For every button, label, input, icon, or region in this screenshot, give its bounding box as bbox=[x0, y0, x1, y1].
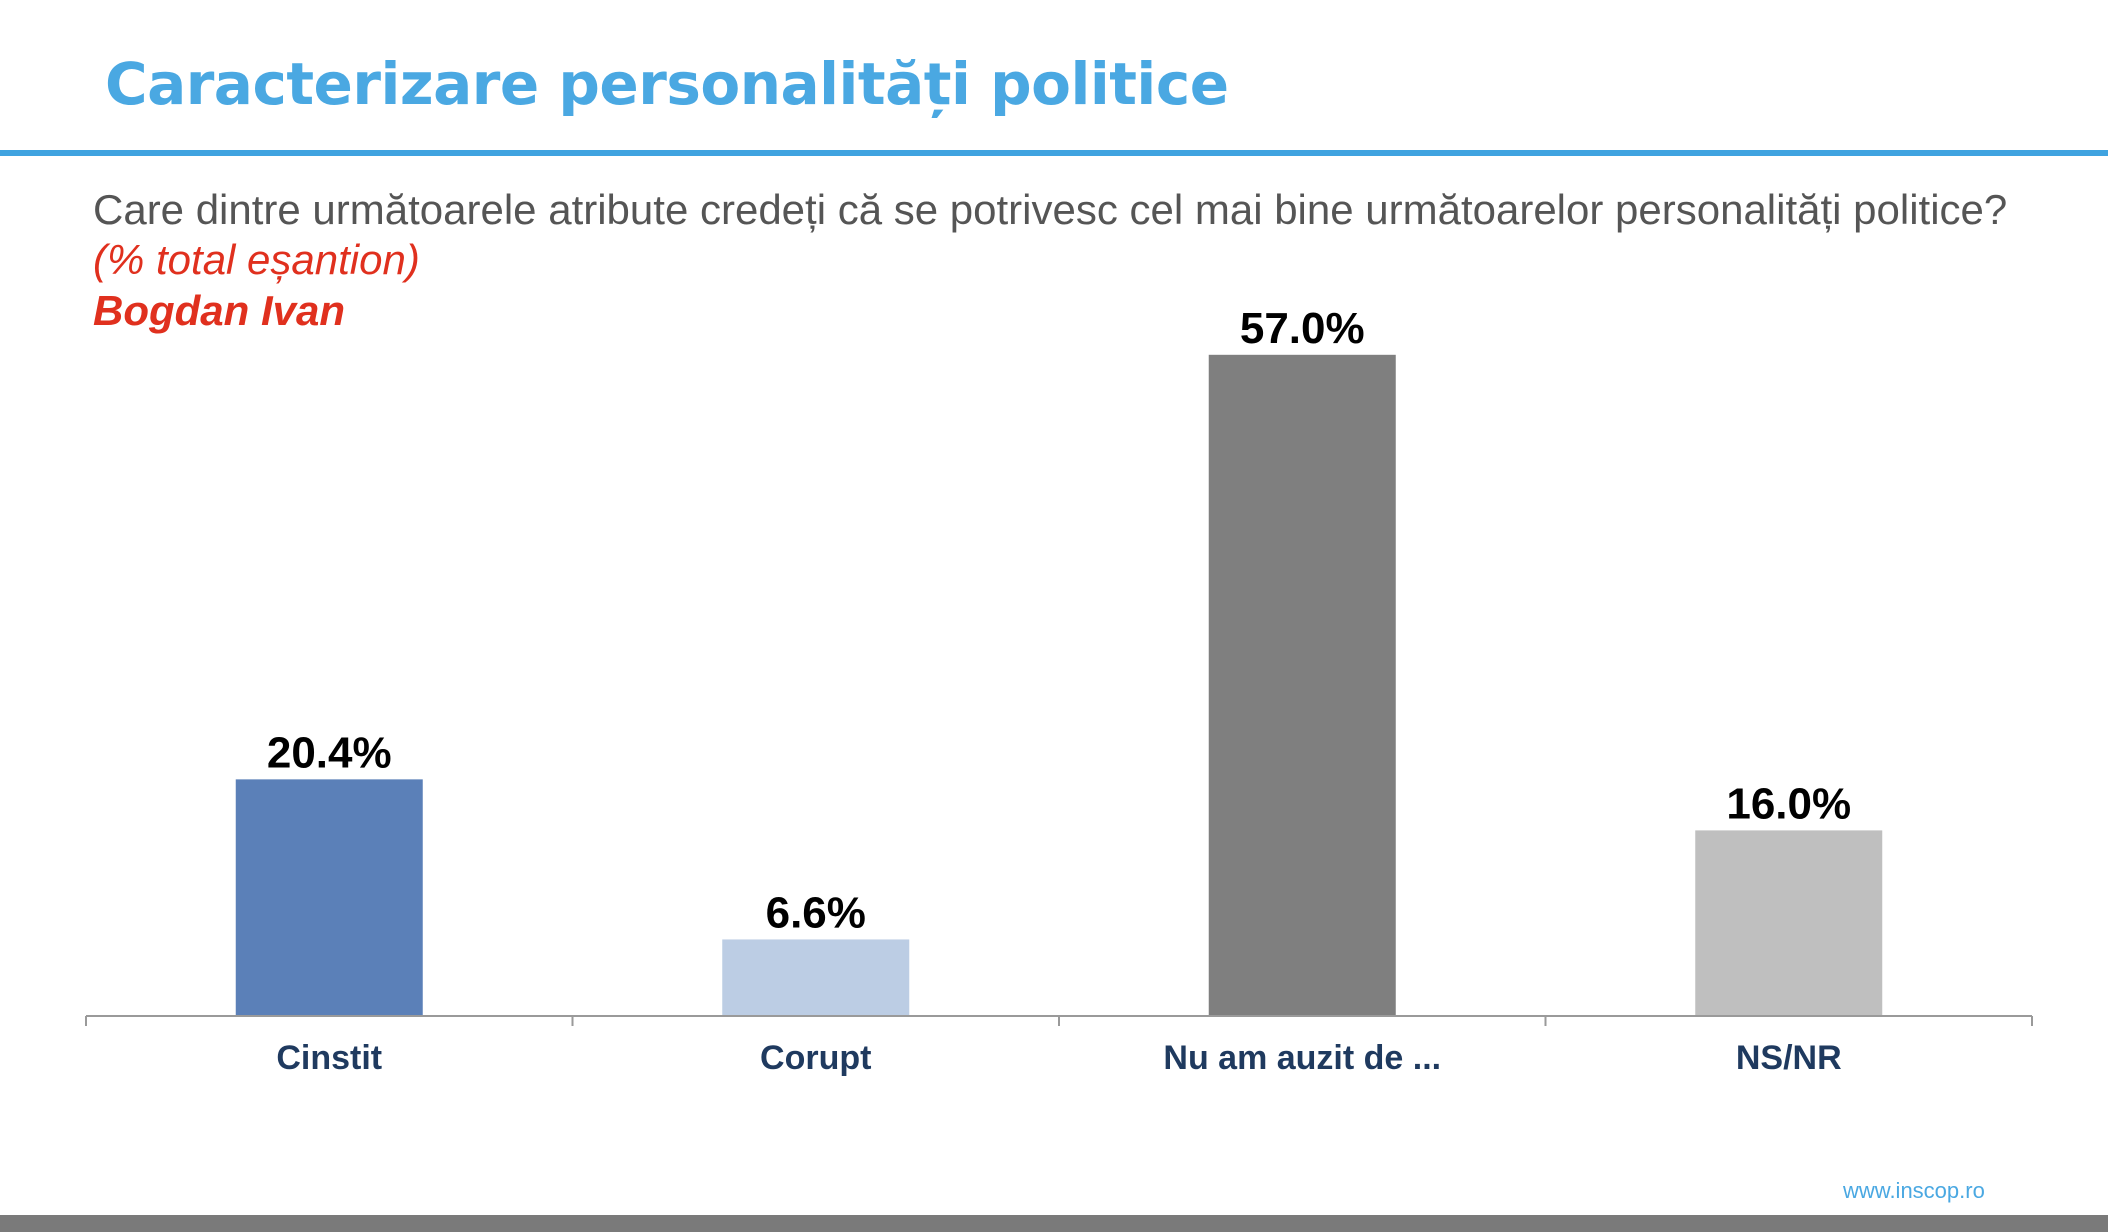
value-label-2: 57.0% bbox=[1240, 304, 1365, 353]
bar-1 bbox=[722, 939, 910, 1016]
value-label-0: 20.4% bbox=[267, 728, 392, 777]
person-name: Bogdan Ivan bbox=[93, 287, 346, 334]
category-label-0: Cinstit bbox=[276, 1039, 382, 1077]
page-title: Caracterizare personalități politice bbox=[105, 50, 1229, 118]
bar-3 bbox=[1695, 830, 1883, 1016]
value-label-3: 16.0% bbox=[1726, 779, 1851, 828]
category-label-1: Corupt bbox=[760, 1039, 871, 1077]
category-label-2: Nu am auzit de ... bbox=[1163, 1039, 1441, 1077]
title-divider bbox=[0, 150, 2108, 156]
sample-note: (% total eșantion) bbox=[93, 236, 420, 283]
bar-2 bbox=[1208, 354, 1396, 1016]
category-label-3: NS/NR bbox=[1736, 1039, 1842, 1077]
survey-question: Care dintre următoarele atribute credeți… bbox=[93, 186, 2008, 233]
footer-url: www.inscop.ro bbox=[1843, 1178, 1985, 1203]
value-label-1: 6.6% bbox=[766, 888, 866, 937]
bar-0 bbox=[235, 779, 423, 1016]
footer-bar bbox=[0, 1215, 2108, 1232]
